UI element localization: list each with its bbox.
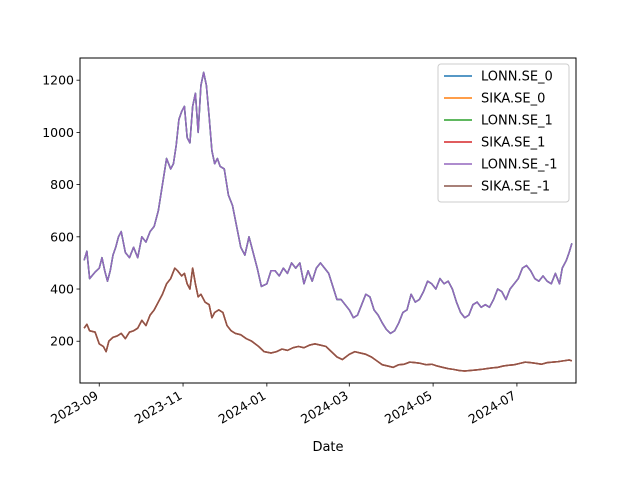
legend: LONN.SE_0 SIKA.SE_0 LONN.SE_1 SIKA.SE_1 LONN…: [437, 63, 570, 203]
plot-frame: [79, 57, 577, 384]
x-axis-label: Date: [312, 440, 343, 455]
series-line-lonn-se-1: [83, 71, 573, 335]
x-tick-label: 2024-07: [466, 388, 519, 427]
x-tick-label: 2024-05: [382, 388, 435, 427]
x-tick-label: 2024-03: [298, 388, 351, 427]
series-line-sika-se-0: [83, 267, 573, 372]
series-line-sika-se-1: [83, 267, 573, 372]
legend-label-lonn-se-1: LONN.SE_1: [481, 114, 553, 129]
legend-label-lonn-se-0: LONN.SE_0: [481, 70, 553, 85]
y-tick-label: 1000: [42, 125, 74, 140]
x-axis: 2023-09 2023-11 2024-01 2024-03 2024-05 2024-…: [48, 383, 518, 427]
legend-label-sika-se-1: SIKA.SE_1: [481, 136, 545, 151]
y-tick-label: 600: [50, 229, 74, 244]
x-tick-label: 2023-11: [132, 388, 185, 427]
legend-label-sika-se-1: SIKA.SE_-1: [481, 180, 550, 195]
y-tick-label: 800: [50, 177, 74, 192]
legend-label-sika-se-0: SIKA.SE_0: [481, 92, 545, 107]
x-tick-label: 2024-01: [216, 388, 269, 427]
y-tick-label: 1200: [42, 73, 74, 88]
y-axis: 200 400 600 800 1000 1200: [42, 73, 80, 349]
y-tick-label: 200: [50, 334, 74, 349]
series-line-sika-se-1: [83, 267, 573, 372]
x-tick-label: 2023-09: [48, 388, 101, 427]
legend-label-lonn-se-1: LONN.SE_-1: [481, 158, 558, 173]
series-layer: [83, 71, 573, 372]
y-tick-label: 400: [50, 282, 74, 297]
